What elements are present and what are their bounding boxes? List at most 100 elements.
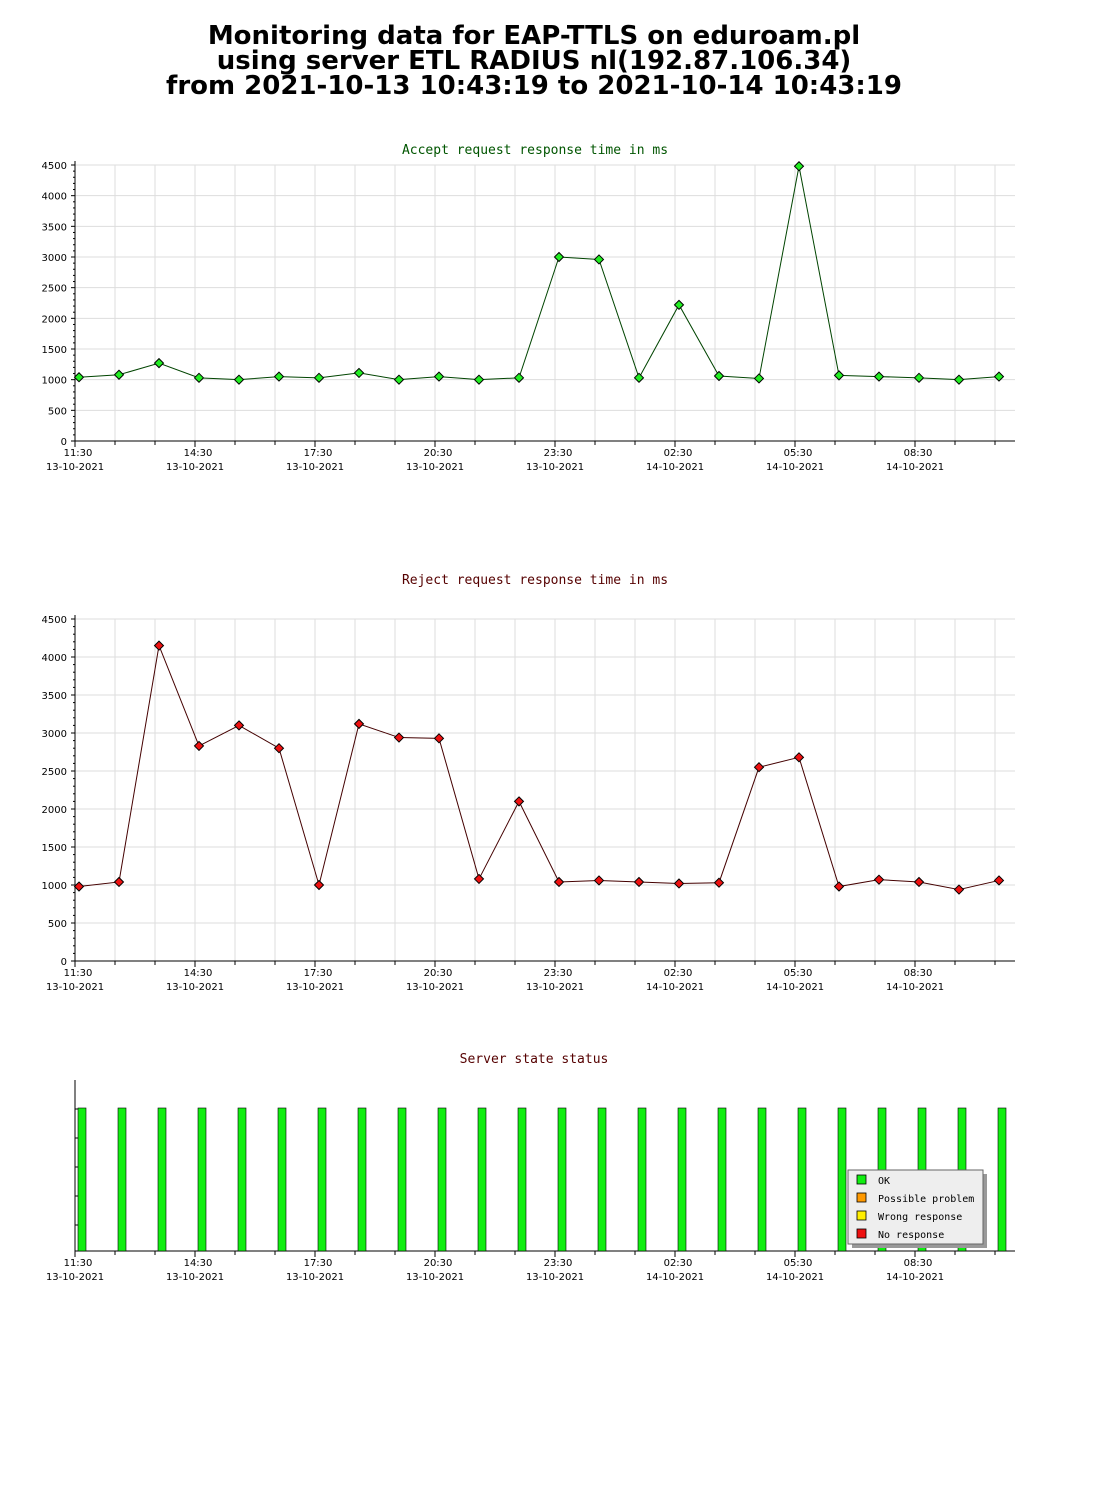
reject-chart-x-tick-time-5: 02:30 — [664, 968, 693, 979]
reject-chart-point-17 — [753, 761, 765, 773]
accept-chart-x-tick-time-4: 23:30 — [544, 448, 573, 459]
accept-chart-point-20 — [873, 371, 885, 382]
accept-chart-y-label-4: 2000 — [42, 314, 67, 325]
page-title-line-1: Monitoring data for EAP-TTLS on eduroam.… — [207, 21, 861, 51]
reject-chart-point-0 — [73, 881, 85, 892]
accept-chart-x-tick-time-5: 02:30 — [664, 448, 693, 459]
accept-chart-y-label-7: 3500 — [42, 222, 67, 233]
reject-chart-y-label-6: 3000 — [42, 729, 67, 740]
reject-chart-y-label-1: 500 — [48, 919, 67, 930]
legend-entry-0: OK — [878, 1176, 890, 1187]
reject-chart-x-tick-time-7: 08:30 — [904, 968, 933, 979]
accept-chart-point-7 — [353, 367, 365, 379]
reject-chart-series-line — [78, 643, 1000, 891]
status-chart-x-tick-date-5: 14-10-2021 — [646, 1272, 704, 1283]
status-chart-x-tick-time-0: 11:30 — [64, 1258, 93, 1269]
accept-chart-y-label-8: 4000 — [42, 192, 67, 203]
status-chart-x-tick-time-7: 08:30 — [904, 1258, 933, 1269]
accept-chart-y-label-1: 500 — [48, 406, 67, 417]
accept-chart-x-tick-time-3: 20:30 — [424, 448, 453, 459]
reject-chart-x-tick-time-3: 20:30 — [424, 968, 453, 979]
accept-chart-point-17 — [753, 373, 765, 384]
accept-chart-y-label-9: 4500 — [42, 161, 67, 172]
status-chart-x-tick-date-4: 13-10-2021 — [526, 1272, 584, 1283]
reject-chart-y-label-2: 1000 — [42, 881, 67, 892]
reject-chart-x-tick-date-1: 13-10-2021 — [166, 982, 224, 993]
legend-swatch-1 — [856, 1192, 867, 1203]
reject-chart-y-label-3: 1500 — [42, 843, 67, 854]
reject-chart-x-tick-time-6: 05:30 — [784, 968, 813, 979]
accept-chart-x-tick-time-2: 17:30 — [304, 448, 333, 459]
accept-chart-point-22 — [953, 374, 965, 385]
accept-chart-x-tick-time-7: 08:30 — [904, 448, 933, 459]
status-bar-10 — [477, 1107, 487, 1252]
legend-entry-2: Wrong response — [878, 1212, 962, 1223]
reject-chart-x-tick-date-3: 13-10-2021 — [406, 982, 464, 993]
reject-chart-point-6 — [313, 879, 325, 891]
reject-chart-y-label-4: 2000 — [42, 805, 67, 816]
accept-chart-y-label-6: 3000 — [42, 253, 67, 264]
reject-chart-x-tick-time-4: 23:30 — [544, 968, 573, 979]
accept-chart-point-1 — [113, 369, 125, 380]
accept-chart-point-2 — [153, 357, 165, 369]
status-chart-x-tick-time-4: 23:30 — [544, 1258, 573, 1269]
reject-chart-y-label-7: 3500 — [42, 691, 67, 702]
reject-chart-point-12 — [553, 876, 565, 888]
accept-chart-x-tick-time-6: 05:30 — [784, 448, 813, 459]
legend-entry-3: No response — [878, 1230, 944, 1241]
status-bar-9 — [437, 1107, 447, 1252]
reject-chart-point-22 — [953, 884, 965, 895]
reject-chart-point-1 — [113, 876, 125, 888]
reject-chart-point-16 — [713, 877, 725, 888]
status-chart-x-tick-time-1: 14:30 — [184, 1258, 213, 1269]
accept-chart-point-6 — [313, 372, 325, 384]
reject-chart-y-label-9: 4500 — [42, 615, 67, 626]
status-bar-17 — [757, 1107, 767, 1252]
status-bar-11 — [517, 1107, 527, 1252]
status-bar-18 — [797, 1107, 807, 1252]
legend-entry-1: Possible problem — [878, 1194, 974, 1205]
reject-chart-point-20 — [873, 874, 885, 885]
accept-chart-point-13 — [593, 254, 605, 265]
page-title-line-3: from 2021-10-13 10:43:19 to 2021-10-14 1… — [166, 71, 902, 101]
accept-chart-x-tick-date-4: 13-10-2021 — [526, 462, 584, 473]
status-chart-x-tick-time-3: 20:30 — [424, 1258, 453, 1269]
accept-chart-x-tick-time-0: 11:30 — [64, 448, 93, 459]
accept-chart-point-4 — [233, 374, 245, 385]
reject-chart-x-tick-date-7: 14-10-2021 — [886, 982, 944, 993]
reject-chart-x-tick-date-5: 14-10-2021 — [646, 982, 704, 993]
accept-chart-point-11 — [513, 372, 525, 384]
accept-chart-y-label-0: 0 — [61, 437, 67, 448]
reject-chart-point-8 — [393, 732, 405, 743]
reject-chart-point-11 — [513, 796, 525, 807]
status-bar-12 — [557, 1107, 567, 1252]
reject-chart-y-label-5: 2500 — [42, 767, 67, 778]
reject-chart-point-15 — [673, 878, 685, 889]
status-chart-x-tick-date-2: 13-10-2021 — [286, 1272, 344, 1283]
reject-chart-point-19 — [833, 881, 845, 892]
accept-chart-x-tick-date-3: 13-10-2021 — [406, 462, 464, 473]
status-bar-3 — [197, 1107, 207, 1252]
accept-chart-point-14 — [633, 372, 645, 384]
reject-chart-point-21 — [913, 876, 925, 888]
status-chart-x-tick-date-0: 13-10-2021 — [46, 1272, 104, 1283]
accept-chart-x-tick-date-6: 14-10-2021 — [766, 462, 824, 473]
accept-chart-y-label-2: 1000 — [42, 376, 67, 387]
status-bar-15 — [677, 1107, 687, 1252]
accept-chart-point-16 — [713, 370, 725, 382]
accept-chart-x-tick-time-1: 14:30 — [184, 448, 213, 459]
status-bar-13 — [597, 1107, 607, 1252]
status-bar-23 — [997, 1107, 1007, 1252]
status-chart-title: Server state status — [460, 1052, 609, 1067]
reject-chart-x-tick-date-4: 13-10-2021 — [526, 982, 584, 993]
reject-chart-point-10 — [473, 873, 485, 885]
accept-chart-point-18 — [793, 161, 805, 172]
status-chart-x-tick-time-6: 05:30 — [784, 1258, 813, 1269]
reject-chart-x-tick-time-1: 14:30 — [184, 968, 213, 979]
reject-chart-title: Reject request response time in ms — [402, 573, 668, 588]
status-chart-x-tick-time-2: 17:30 — [304, 1258, 333, 1269]
accept-chart-point-23 — [993, 371, 1005, 382]
accept-chart-point-5 — [273, 371, 285, 382]
reject-chart-point-23 — [993, 875, 1005, 886]
status-bar-19 — [837, 1107, 847, 1252]
